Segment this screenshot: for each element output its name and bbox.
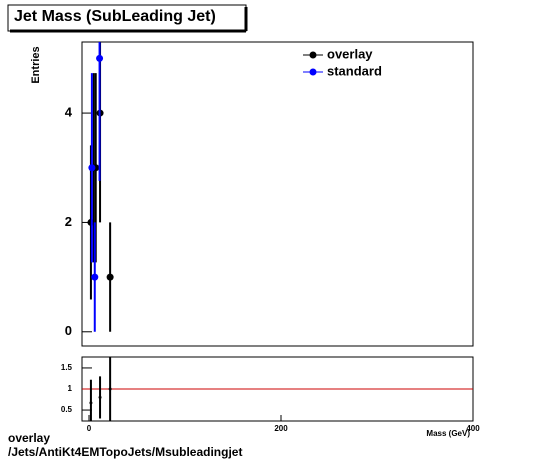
y-tick-label: 1 bbox=[68, 384, 73, 393]
x-tick-label: 400 bbox=[466, 424, 480, 433]
chart-title: Jet Mass (SubLeading Jet) bbox=[14, 8, 216, 25]
x-tick-label: 200 bbox=[274, 424, 288, 433]
data-point bbox=[88, 164, 96, 172]
data-point bbox=[108, 387, 112, 391]
x-tick-label: 0 bbox=[87, 424, 92, 433]
y-axis-label: Entries bbox=[30, 46, 42, 83]
y-tick-label: 1.5 bbox=[61, 363, 73, 372]
legend-label: overlay bbox=[327, 46, 373, 61]
y-tick-label: 2 bbox=[65, 214, 72, 229]
footer-line: overlay bbox=[8, 431, 50, 445]
data-point bbox=[89, 401, 93, 405]
data-point bbox=[91, 273, 99, 281]
y-tick-label: 4 bbox=[65, 105, 73, 120]
data-point bbox=[96, 54, 104, 62]
y-tick-label: 0 bbox=[65, 323, 72, 338]
data-point bbox=[106, 273, 114, 281]
legend-label: standard bbox=[327, 63, 382, 78]
data-point bbox=[98, 395, 102, 399]
y-tick-label: 0.5 bbox=[61, 405, 73, 414]
x-axis-label: Mass (GeV) bbox=[426, 429, 470, 438]
main-frame bbox=[81, 41, 474, 347]
legend-marker bbox=[309, 51, 317, 59]
title-box bbox=[7, 4, 247, 32]
footer-line: /Jets/AntiKt4EMTopoJets/Msubleadingjet bbox=[8, 445, 242, 459]
legend-marker bbox=[309, 68, 317, 76]
